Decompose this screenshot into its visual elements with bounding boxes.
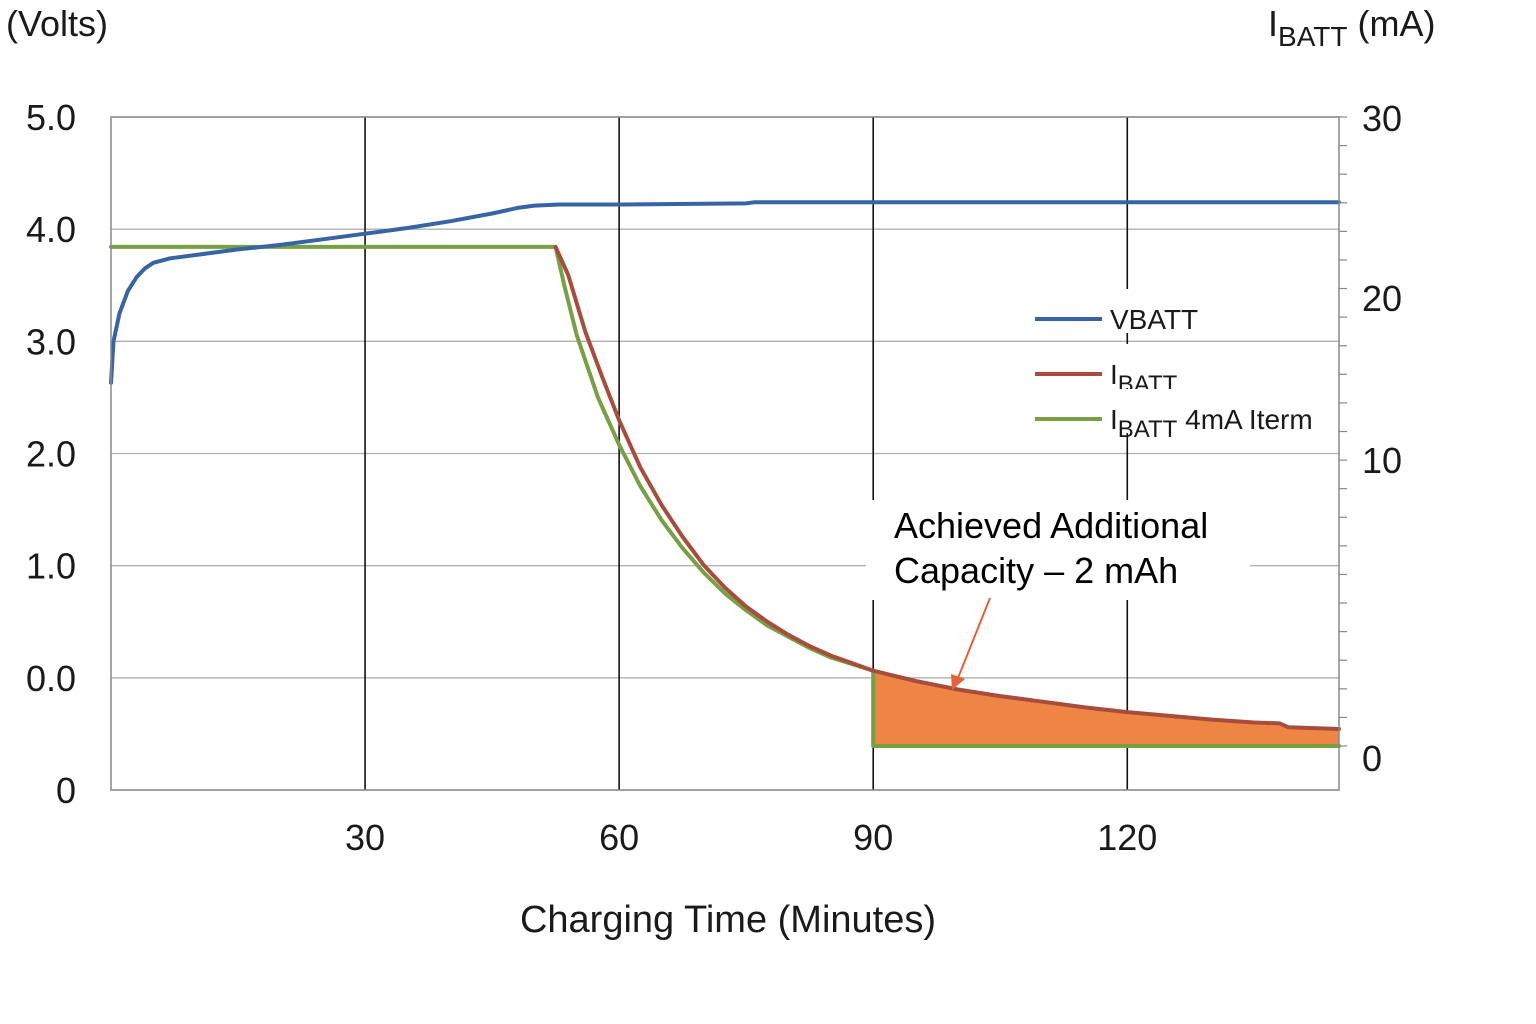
left-tick-label: 3.0 bbox=[26, 321, 76, 362]
left-tick-label: 0 bbox=[56, 770, 76, 811]
right-axis-ticks: 0 10 20 30 bbox=[1362, 98, 1402, 779]
annotation-arrowhead bbox=[951, 674, 965, 690]
right-tick-label: 30 bbox=[1362, 98, 1402, 139]
right-axis-unit-rest: (mA) bbox=[1348, 3, 1436, 44]
annotation-line2: Capacity – 2 mAh bbox=[894, 550, 1178, 591]
annotation-background bbox=[866, 500, 1250, 600]
annotation-line1: Achieved Additional bbox=[894, 505, 1208, 546]
right-tick-label: 10 bbox=[1362, 440, 1402, 481]
left-tick-label: 2.0 bbox=[26, 434, 76, 475]
plot-frame bbox=[110, 116, 1340, 791]
left-axis-ticks: 0 0.0 1.0 2.0 3.0 4.0 5.0 bbox=[26, 97, 76, 811]
annotation-arrow bbox=[957, 597, 991, 679]
x-tick-label: 90 bbox=[853, 817, 893, 858]
left-tick-label: 1.0 bbox=[26, 546, 76, 587]
series-lines bbox=[109, 200, 1341, 748]
right-axis-unit-sub: BATT bbox=[1278, 21, 1347, 52]
capacity-fill bbox=[873, 670, 1339, 746]
x-tick-label: 30 bbox=[345, 817, 385, 858]
legend-label: VBATT bbox=[1110, 304, 1198, 335]
x-axis-ticks: 30 60 90 120 bbox=[345, 817, 1157, 858]
x-axis-label: Charging Time (Minutes) bbox=[520, 899, 936, 941]
legend-entry-background bbox=[1100, 344, 1328, 388]
x-tick-label: 60 bbox=[599, 817, 639, 858]
legend-entry-background bbox=[1100, 389, 1328, 433]
grid bbox=[111, 116, 1339, 791]
right-tick-label: 20 bbox=[1362, 278, 1402, 319]
x-tick-label: 120 bbox=[1097, 817, 1157, 858]
left-axis-unit: (Volts) bbox=[6, 3, 108, 44]
legend-label: IBATT 4mA Iterm bbox=[1110, 404, 1313, 443]
annotation: Achieved Additional Capacity – 2 mAh bbox=[866, 500, 1250, 690]
legend-entry-background bbox=[1100, 289, 1328, 333]
right-axis-unit: IBATT (mA) bbox=[1268, 3, 1435, 52]
right-tick-label: 0 bbox=[1362, 738, 1382, 779]
series-line-ibatt bbox=[553, 244, 1341, 731]
left-tick-label: 0.0 bbox=[26, 658, 76, 699]
right-axis-unit-main: I bbox=[1268, 3, 1278, 44]
left-tick-label: 5.0 bbox=[26, 97, 76, 138]
right-axis-minor-ticks bbox=[1339, 116, 1347, 747]
left-tick-label: 4.0 bbox=[26, 209, 76, 250]
series-line-vbatt bbox=[109, 200, 1341, 385]
capacity-fill-area bbox=[873, 670, 1339, 746]
